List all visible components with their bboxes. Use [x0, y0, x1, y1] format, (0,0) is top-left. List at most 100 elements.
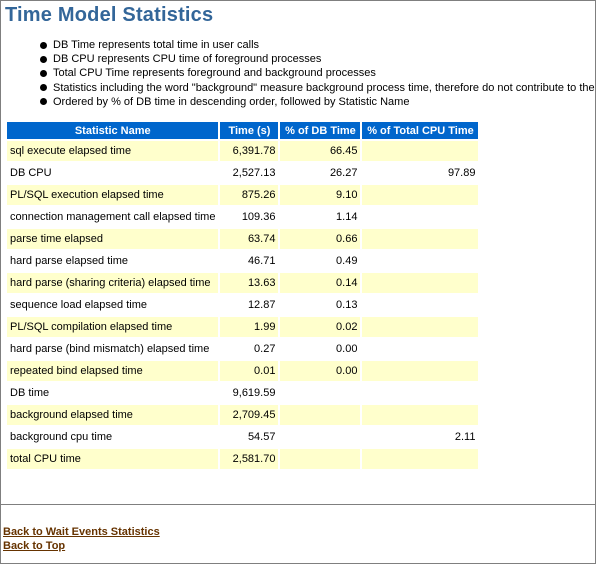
pct-total-cpu-cell — [362, 405, 479, 425]
table-row: total CPU time 2,581.70 — [7, 449, 479, 469]
statistic-name-cell: connection management call elapsed time — [7, 207, 219, 227]
pct-db-time-cell: 66.45 — [280, 141, 361, 161]
pct-total-cpu-cell: 97.89 — [362, 163, 479, 183]
pct-total-cpu-cell — [362, 295, 479, 315]
statistic-name-cell: total CPU time — [7, 449, 219, 469]
table-row: parse time elapsed 63.74 0.66 — [7, 229, 479, 249]
pct-total-cpu-cell — [362, 449, 479, 469]
bullet-icon — [40, 41, 47, 49]
note-item: Ordered by % of DB time in descending or… — [40, 95, 596, 109]
table-row: background cpu time 54.57 2.11 — [7, 427, 479, 447]
time-cell: 46.71 — [220, 251, 279, 271]
back-to-top-link[interactable]: Back to Top — [3, 540, 66, 552]
statistic-name-cell: hard parse elapsed time — [7, 251, 219, 271]
pct-total-cpu-cell — [362, 185, 479, 205]
note-text: DB CPU represents CPU time of foreground… — [53, 53, 322, 66]
pct-total-cpu-cell — [362, 317, 479, 337]
time-cell: 6,391.78 — [220, 141, 279, 161]
bullet-icon — [40, 98, 47, 106]
pct-db-time-cell: 0.14 — [280, 273, 361, 293]
time-cell: 2,527.13 — [220, 163, 279, 183]
table-row: hard parse (sharing criteria) elapsed ti… — [7, 273, 479, 293]
time-cell: 63.74 — [220, 229, 279, 249]
pct-total-cpu-cell — [362, 251, 479, 271]
statistic-name-cell: repeated bind elapsed time — [7, 361, 219, 381]
time-cell: 0.27 — [220, 339, 279, 359]
pct-db-time-cell: 1.14 — [280, 207, 361, 227]
note-text: Statistics including the word "backgroun… — [53, 81, 595, 94]
pct-db-time-cell — [280, 383, 361, 403]
pct-total-cpu-cell — [362, 141, 479, 161]
note-item: DB Time represents total time in user ca… — [40, 38, 596, 52]
note-item: DB CPU represents CPU time of foreground… — [40, 52, 596, 66]
table-row: PL/SQL execution elapsed time 875.26 9.1… — [7, 185, 479, 205]
pct-total-cpu-cell — [362, 339, 479, 359]
statistic-name-cell: PL/SQL compilation elapsed time — [7, 317, 219, 337]
table-row: DB time 9,619.59 — [7, 383, 479, 403]
pct-db-time-cell: 9.10 — [280, 185, 361, 205]
pct-total-cpu-cell — [362, 229, 479, 249]
pct-total-cpu-cell — [362, 273, 479, 293]
table-row: PL/SQL compilation elapsed time 1.99 0.0… — [7, 317, 479, 337]
pct-db-time-cell: 26.27 — [280, 163, 361, 183]
time-model-table: Statistic Name Time (s) % of DB Time % o… — [5, 120, 480, 471]
pct-db-time-cell: 0.02 — [280, 317, 361, 337]
time-cell: 2,581.70 — [220, 449, 279, 469]
table-row: background elapsed time 2,709.45 — [7, 405, 479, 425]
table-row: hard parse elapsed time 46.71 0.49 — [7, 251, 479, 271]
time-cell: 12.87 — [220, 295, 279, 315]
time-cell: 109.36 — [220, 207, 279, 227]
note-text: Total CPU Time represents foreground and… — [53, 67, 376, 80]
statistic-name-cell: background elapsed time — [7, 405, 219, 425]
statistic-name-cell: background cpu time — [7, 427, 219, 447]
pct-db-time-cell: 0.13 — [280, 295, 361, 315]
pct-db-time-cell — [280, 405, 361, 425]
statistic-name-cell: DB CPU — [7, 163, 219, 183]
pct-db-time-cell — [280, 427, 361, 447]
table-row: DB CPU 2,527.13 26.27 97.89 — [7, 163, 479, 183]
notes-list: DB Time represents total time in user ca… — [40, 38, 596, 109]
note-text: Ordered by % of DB time in descending or… — [53, 95, 410, 108]
note-item: Statistics including the word "backgroun… — [40, 81, 596, 95]
time-cell: 9,619.59 — [220, 383, 279, 403]
table-row: sequence load elapsed time 12.87 0.13 — [7, 295, 479, 315]
pct-total-cpu-cell — [362, 383, 479, 403]
table-row: connection management call elapsed time … — [7, 207, 479, 227]
table-header-row: Statistic Name Time (s) % of DB Time % o… — [7, 122, 479, 139]
column-header-pct-total-cpu: % of Total CPU Time — [362, 122, 479, 139]
time-cell: 0.01 — [220, 361, 279, 381]
note-text: DB Time represents total time in user ca… — [53, 39, 260, 52]
statistic-name-cell: hard parse (sharing criteria) elapsed ti… — [7, 273, 219, 293]
pct-db-time-cell: 0.49 — [280, 251, 361, 271]
pct-total-cpu-cell — [362, 207, 479, 227]
pct-db-time-cell — [280, 449, 361, 469]
column-header-statistic-name: Statistic Name — [7, 122, 219, 139]
column-header-pct-db-time: % of DB Time — [280, 122, 361, 139]
statistic-name-cell: sequence load elapsed time — [7, 295, 219, 315]
time-cell: 54.57 — [220, 427, 279, 447]
pct-total-cpu-cell: 2.11 — [362, 427, 479, 447]
page-title: Time Model Statistics — [5, 4, 214, 26]
bullet-icon — [40, 69, 47, 77]
pct-db-time-cell: 0.66 — [280, 229, 361, 249]
statistic-name-cell: DB time — [7, 383, 219, 403]
statistic-name-cell: hard parse (bind mismatch) elapsed time — [7, 339, 219, 359]
table-row: sql execute elapsed time 6,391.78 66.45 — [7, 141, 479, 161]
statistic-name-cell: PL/SQL execution elapsed time — [7, 185, 219, 205]
column-header-time: Time (s) — [220, 122, 279, 139]
statistic-name-cell: sql execute elapsed time — [7, 141, 219, 161]
pct-db-time-cell: 0.00 — [280, 361, 361, 381]
statistic-name-cell: parse time elapsed — [7, 229, 219, 249]
time-cell: 2,709.45 — [220, 405, 279, 425]
time-cell: 875.26 — [220, 185, 279, 205]
table-row: repeated bind elapsed time 0.01 0.00 — [7, 361, 479, 381]
back-to-wait-events-link[interactable]: Back to Wait Events Statistics — [3, 526, 160, 538]
note-item: Total CPU Time represents foreground and… — [40, 66, 596, 80]
table-row: hard parse (bind mismatch) elapsed time … — [7, 339, 479, 359]
section-divider — [1, 504, 595, 505]
bullet-icon — [40, 55, 47, 63]
bullet-icon — [40, 84, 47, 92]
time-cell: 1.99 — [220, 317, 279, 337]
pct-db-time-cell: 0.00 — [280, 339, 361, 359]
time-cell: 13.63 — [220, 273, 279, 293]
